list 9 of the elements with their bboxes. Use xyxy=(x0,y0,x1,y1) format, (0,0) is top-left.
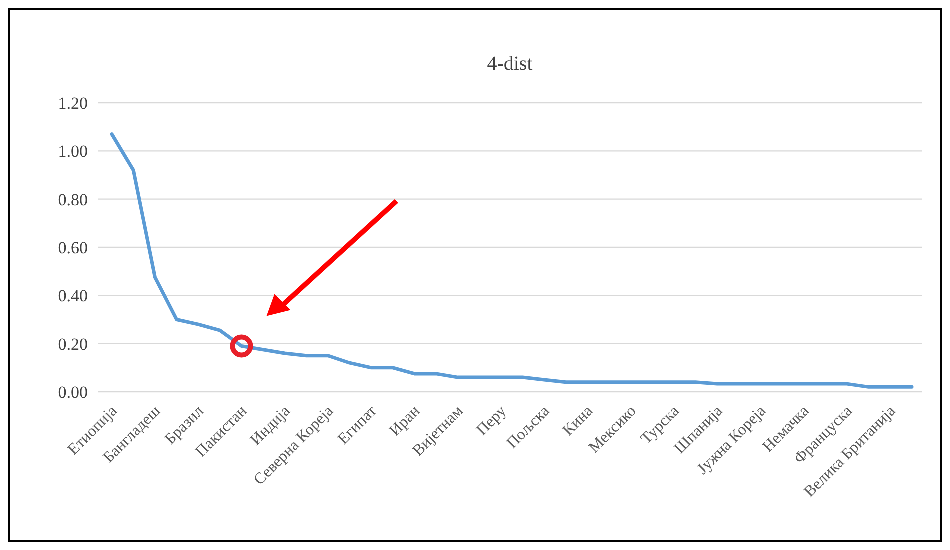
y-tick-label: 0.80 xyxy=(58,190,88,210)
y-tick-label: 1.20 xyxy=(58,94,88,113)
y-tick-label: 0.40 xyxy=(58,286,88,306)
chart-title: 4-dist xyxy=(487,53,534,75)
line-series xyxy=(110,132,914,389)
y-tick-label: 1.00 xyxy=(58,142,88,162)
y-tick-label: 0.60 xyxy=(58,238,88,258)
y-tick-label: 0.20 xyxy=(58,334,88,354)
y-tick-label: 0.00 xyxy=(58,382,88,402)
